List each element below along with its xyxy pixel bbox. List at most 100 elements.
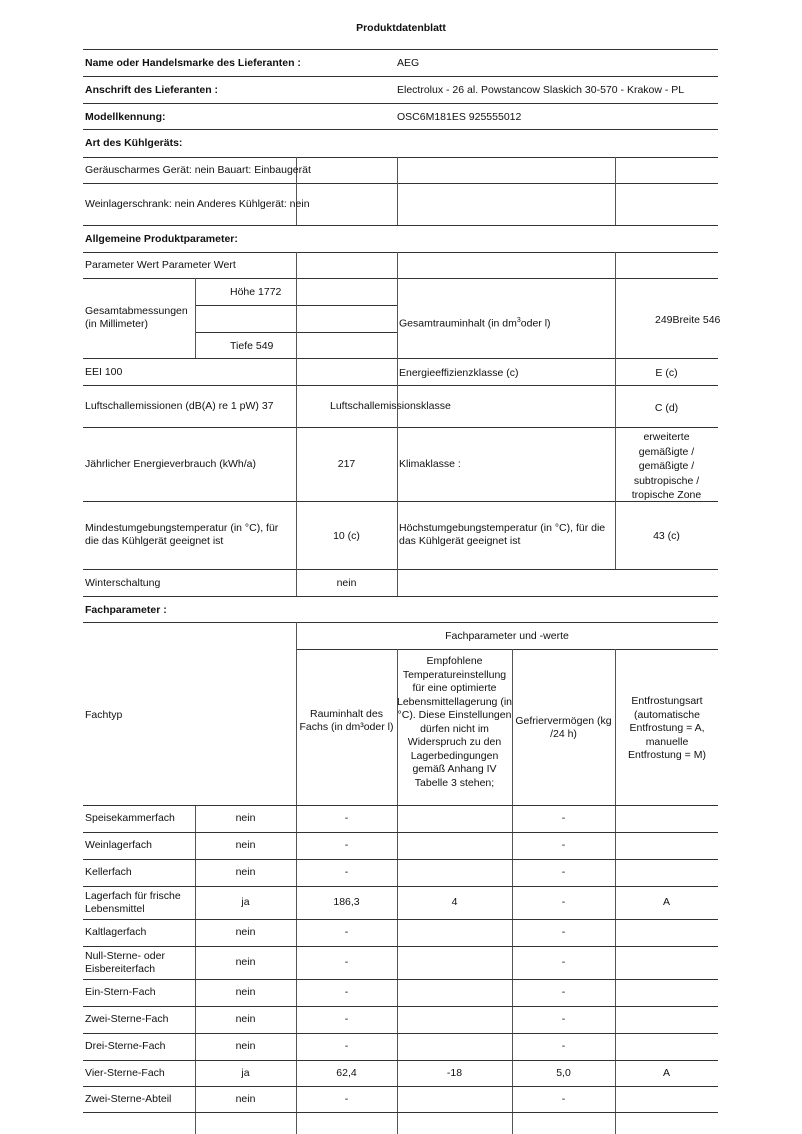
compartment-temp-cell	[397, 832, 512, 859]
annual-energy-value: 217	[337, 458, 356, 470]
compartment-freeze-cell: 5,0	[556, 1066, 571, 1079]
total-volume-value: 249Breite 546	[655, 314, 721, 326]
col-defrost-header: Entfrostungsart (automatische Entfrostun…	[628, 695, 706, 761]
compartment-name-cell: Kaltlagerfach	[85, 926, 147, 938]
winter-label: Winterschaltung	[85, 577, 161, 589]
compartment-volume-cell: -	[344, 866, 349, 878]
model-value: OSC6M181ES 925555012	[397, 111, 522, 123]
compartment-defrost-cell	[615, 859, 718, 886]
compartment-temp-cell	[397, 1006, 512, 1033]
compartment-temp-cell	[397, 946, 512, 979]
compartment-name-cell: Drei-Sterne-Fach	[85, 1040, 166, 1052]
compartment-freeze-cell: -	[561, 812, 566, 824]
compartment-volume-cell: -	[344, 812, 349, 824]
total-volume-label: Gesamtrauminhalt (in dm3oder l)	[399, 317, 551, 330]
col-temp-header: Empfohlene Temperatureinstellung für ein…	[397, 655, 512, 789]
page-title: Produktdatenblatt	[356, 22, 446, 34]
climate-label: Klimaklasse :	[399, 458, 461, 470]
compartment-name-cell: Vier-Sterne-Fach	[85, 1066, 165, 1079]
compartment-freeze-cell: -	[561, 956, 566, 968]
compartment-volume-cell: -	[344, 839, 349, 851]
col-freeze-header: Gefriervermögen (kg /24 h)	[515, 715, 612, 740]
energy-class-label: Energieeffizienzklasse (c)	[399, 367, 519, 379]
general-header-row: Parameter Wert Parameter Wert	[85, 259, 236, 271]
compartment-freeze-cell: -	[561, 839, 566, 851]
compartment-name-cell: Lagerfach für frische Lebensmittel	[85, 889, 181, 915]
compartment-present-cell: ja	[241, 896, 250, 908]
noise-class-value: C (d)	[654, 402, 679, 414]
compartment-present-cell: nein	[235, 1040, 256, 1052]
compartment-temp-cell	[397, 919, 512, 946]
compartment-volume-cell: -	[344, 1092, 349, 1105]
compartment-temp-cell	[397, 805, 512, 832]
compartment-defrost-cell: A	[662, 1066, 670, 1079]
energy-class-value: E (c)	[655, 367, 678, 379]
compartment-freeze-cell: -	[561, 986, 566, 998]
compartments-heading: Fachparameter :	[85, 604, 167, 616]
compartment-defrost-cell	[615, 1033, 718, 1060]
compartment-freeze-cell: -	[561, 926, 566, 938]
compartment-present-cell: ja	[241, 1066, 250, 1079]
compartment-name-cell: Weinlagerfach	[85, 839, 152, 851]
model-label: Modellkennung:	[85, 111, 166, 123]
supplier-address-value: Electrolux - 26 al. Powstancow Slaskich …	[397, 84, 685, 96]
compartment-temp-cell	[397, 859, 512, 886]
noise-class-label: Luftschallemissionsklasse	[330, 400, 451, 412]
compartment-name-cell: Speisekammerfach	[85, 812, 175, 824]
compartment-present-cell: nein	[235, 839, 256, 851]
compartments-group-header: Fachparameter und -werte	[445, 630, 569, 642]
type-row-1: Geräuscharmes Gerät: nein Bauart: Einbau…	[85, 164, 311, 176]
compartment-defrost-cell	[615, 1006, 718, 1033]
compartment-volume-cell: -	[344, 1040, 349, 1052]
compartment-volume-cell: -	[344, 926, 349, 938]
compartment-defrost-cell	[615, 1086, 718, 1112]
compartment-freeze-cell: -	[561, 1013, 566, 1025]
general-heading: Allgemeine Produktparameter:	[85, 233, 238, 245]
compartment-freeze-cell: -	[561, 896, 566, 908]
compartment-name-cell: Kellerfach	[85, 866, 132, 878]
compartment-freeze-cell: -	[561, 866, 566, 878]
max-temp-value: 43 (c)	[653, 530, 680, 542]
compartment-volume-cell: 62,4	[336, 1066, 357, 1079]
compartment-defrost-cell	[615, 979, 718, 1006]
max-temp-label: Höchstumgebungstemperatur (in °C), für d…	[399, 522, 606, 547]
compartment-present-cell: nein	[235, 956, 256, 968]
compartment-temp-cell	[397, 979, 512, 1006]
height-value: Höhe 1772	[230, 286, 282, 298]
type-heading: Art des Kühlgeräts:	[85, 137, 183, 149]
compartment-name-cell: Ein-Stern-Fach	[85, 986, 156, 998]
compartment-present-cell: nein	[235, 926, 256, 938]
compartment-present-cell: nein	[235, 812, 256, 824]
supplier-name-label: Name oder Handelsmarke des Lieferanten :	[85, 57, 301, 69]
compartment-name-cell: Zwei-Sterne-Abteil	[85, 1092, 172, 1105]
supplier-name-value: AEG	[397, 57, 420, 69]
compartment-present-cell: nein	[235, 1013, 256, 1025]
depth-value: Tiefe 549	[230, 340, 274, 352]
supplier-address-label: Anschrift des Lieferanten :	[85, 84, 219, 96]
min-temp-label: Mindestumgebungstemperatur (in °C), für …	[85, 522, 279, 547]
eei-value: EEI 100	[85, 366, 123, 378]
annual-energy-label: Jährlicher Energieverbrauch (kWh/a)	[85, 458, 256, 470]
compartment-name-cell: Null-Sterne- oder Eisbereiterfach	[85, 949, 165, 975]
fachtyp-header: Fachtyp	[85, 709, 123, 721]
compartment-present-cell: nein	[235, 866, 256, 878]
compartment-temp-cell: -18	[446, 1066, 463, 1079]
compartment-freeze-cell: -	[561, 1092, 566, 1105]
compartment-temp-cell	[397, 1033, 512, 1060]
compartment-present-cell: nein	[235, 1092, 256, 1105]
compartment-temp-cell: 4	[451, 896, 458, 908]
compartment-defrost-cell	[615, 832, 718, 859]
compartment-defrost-cell: A	[662, 896, 670, 908]
compartment-present-cell: nein	[235, 986, 256, 998]
min-temp-value: 10 (c)	[333, 530, 360, 542]
compartment-volume-cell: -	[344, 986, 349, 998]
compartment-volume-cell: -	[344, 1013, 349, 1025]
compartment-defrost-cell	[615, 805, 718, 832]
winter-value: nein	[336, 577, 357, 589]
type-row-2: Weinlagerschrank: nein Anderes Kühlgerät…	[85, 198, 310, 210]
noise-label: Luftschallemissionen (dB(A) re 1 pW) 37	[85, 400, 274, 412]
compartment-defrost-cell	[615, 946, 718, 979]
col-volume-header: Rauminhalt des Fachs (in dm³oder l)	[299, 708, 394, 733]
compartment-freeze-cell: -	[561, 1040, 566, 1052]
